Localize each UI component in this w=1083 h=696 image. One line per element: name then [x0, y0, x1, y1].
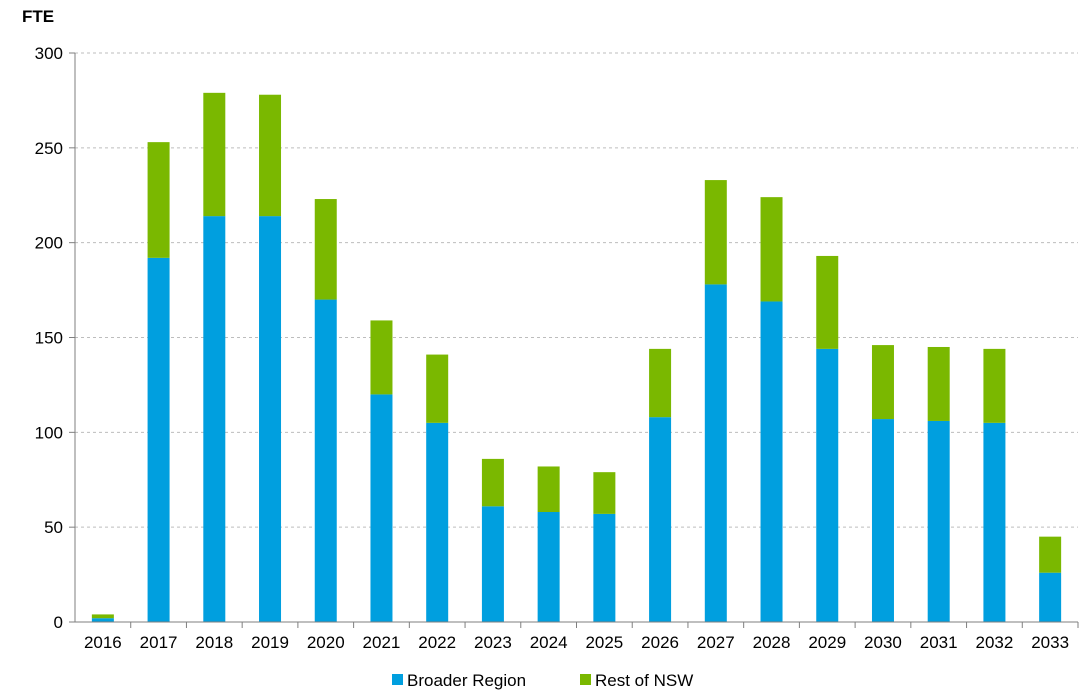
bar-broader-region-2032	[983, 422, 1006, 622]
bar-rest-of-nsw-2027	[704, 180, 727, 285]
bar-rest-of-nsw-2030	[871, 345, 894, 420]
bar-broader-region-2016	[91, 618, 114, 622]
x-tick-label: 2021	[363, 633, 401, 652]
x-tick-label: 2022	[418, 633, 456, 652]
y-tick-label: 100	[35, 423, 63, 442]
y-tick-label: 250	[35, 139, 63, 158]
bar-broader-region-2025	[593, 513, 616, 622]
bar-rest-of-nsw-2021	[370, 320, 393, 395]
bars	[91, 92, 1062, 622]
bar-broader-region-2022	[426, 422, 449, 622]
y-tick-label: 200	[35, 234, 63, 253]
bar-rest-of-nsw-2018	[203, 92, 226, 217]
x-tick-label: 2020	[307, 633, 345, 652]
legend: Broader Region Rest of NSW	[392, 671, 693, 690]
bar-rest-of-nsw-2028	[760, 197, 783, 302]
bar-broader-region-2024	[537, 511, 560, 622]
x-tick-label: 2031	[920, 633, 958, 652]
bar-rest-of-nsw-2024	[537, 466, 560, 512]
bar-rest-of-nsw-2022	[426, 354, 449, 423]
bar-broader-region-2029	[816, 348, 839, 622]
bar-rest-of-nsw-2016	[91, 614, 114, 619]
bar-broader-region-2031	[927, 420, 950, 622]
x-tick-label: 2016	[84, 633, 122, 652]
x-tick-label: 2026	[641, 633, 679, 652]
y-tick-label: 0	[54, 613, 63, 632]
x-tick-label: 2023	[474, 633, 512, 652]
x-tick-label: 2032	[976, 633, 1014, 652]
x-tick-label: 2017	[140, 633, 178, 652]
bar-broader-region-2030	[871, 419, 894, 622]
bar-rest-of-nsw-2029	[816, 255, 839, 349]
bar-broader-region-2021	[370, 394, 393, 622]
x-tick-label: 2018	[195, 633, 233, 652]
x-tick-label: 2027	[697, 633, 735, 652]
x-tick-label: 2029	[808, 633, 846, 652]
bar-broader-region-2020	[314, 299, 337, 622]
bar-broader-region-2017	[147, 257, 170, 622]
legend-label-rest-of-nsw: Rest of NSW	[595, 671, 693, 690]
x-tick-label: 2019	[251, 633, 289, 652]
x-tick-label: 2024	[530, 633, 568, 652]
bar-rest-of-nsw-2026	[649, 348, 672, 418]
bar-broader-region-2018	[203, 216, 226, 622]
gridlines	[75, 52, 1078, 528]
bar-broader-region-2023	[481, 506, 504, 622]
y-tick-label: 50	[44, 518, 63, 537]
y-axis-label: FTE	[22, 7, 54, 26]
bar-broader-region-2019	[259, 216, 282, 622]
x-tick-label: 2028	[753, 633, 791, 652]
bar-broader-region-2028	[760, 301, 783, 622]
bar-rest-of-nsw-2019	[259, 94, 282, 217]
x-tick-label: 2025	[585, 633, 623, 652]
bar-rest-of-nsw-2033	[1039, 536, 1062, 573]
legend-label-broader-region: Broader Region	[407, 671, 526, 690]
bar-rest-of-nsw-2032	[983, 348, 1006, 423]
legend-swatch-rest-of-nsw	[580, 674, 591, 685]
y-tick-label: 150	[35, 329, 63, 348]
bar-rest-of-nsw-2020	[314, 199, 337, 300]
x-tick-label: 2033	[1031, 633, 1069, 652]
bar-rest-of-nsw-2025	[593, 472, 616, 514]
axes: 0 50 100 150 200 250 300 2016 2017 2018 2019 2020 20…	[35, 44, 1079, 652]
bar-broader-region-2026	[649, 417, 672, 622]
legend-swatch-broader-region	[392, 674, 403, 685]
bar-rest-of-nsw-2031	[927, 346, 950, 421]
bar-rest-of-nsw-2023	[481, 458, 504, 507]
bar-broader-region-2033	[1039, 572, 1062, 622]
x-tick-label: 2030	[864, 633, 902, 652]
bar-broader-region-2027	[704, 284, 727, 622]
bar-rest-of-nsw-2017	[147, 142, 170, 258]
y-tick-label: 300	[35, 44, 63, 63]
